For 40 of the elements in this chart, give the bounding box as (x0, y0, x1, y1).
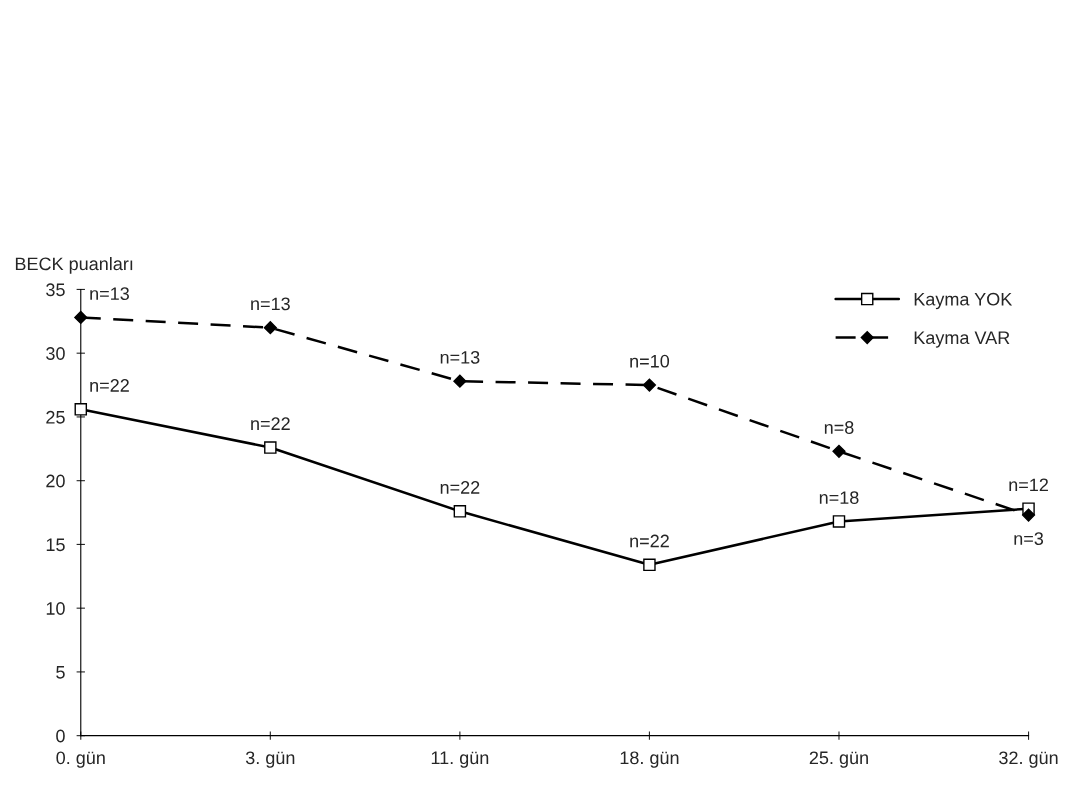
y-axis-title: BECK puanları (15, 256, 133, 274)
y-tick-label: 25 (46, 410, 65, 424)
point (832, 444, 846, 458)
annotation: n=10 (630, 354, 670, 368)
point (832, 515, 846, 528)
annotation: n=22 (251, 417, 290, 430)
annotation: n=3 (1014, 532, 1044, 546)
annotation: n=12 (1009, 478, 1048, 492)
x-tick-label: 18. gün (620, 751, 679, 768)
point (264, 441, 277, 454)
point (453, 374, 467, 388)
y-tick-label: 10 (46, 602, 65, 615)
y-tick-label: 35 (46, 283, 65, 297)
annotation: n=13 (440, 350, 480, 364)
point (74, 310, 88, 325)
x-tick-label: 3. gün (245, 751, 295, 768)
point (263, 321, 277, 335)
annotation: n=22 (630, 534, 669, 548)
point (1021, 508, 1036, 522)
annotation: n=8 (824, 421, 854, 434)
x-tick-label: 0. gün (56, 751, 105, 768)
point (453, 505, 467, 518)
legend-label: Kayma YOK (914, 292, 1013, 310)
annotation: n=13 (251, 297, 290, 311)
annotation: n=22 (90, 379, 129, 392)
annotation: n=22 (440, 481, 480, 494)
x-tick-label: 32. gün (999, 751, 1058, 768)
y-tick-label: 5 (56, 666, 65, 679)
point (642, 378, 657, 392)
point (643, 558, 656, 572)
y-tick-label: 0 (56, 729, 65, 743)
point (74, 403, 88, 416)
annotation: n=13 (90, 287, 129, 301)
x-tick-label: 11. gün (431, 751, 489, 768)
y-tick-label: 20 (46, 474, 65, 488)
annotation: n=18 (819, 491, 859, 505)
y-tick-label: 15 (46, 538, 65, 552)
x-tick-label: 25. gün (809, 751, 868, 768)
y-tick-label: 30 (46, 347, 65, 360)
legend-label: Kayma VAR (914, 331, 1010, 348)
